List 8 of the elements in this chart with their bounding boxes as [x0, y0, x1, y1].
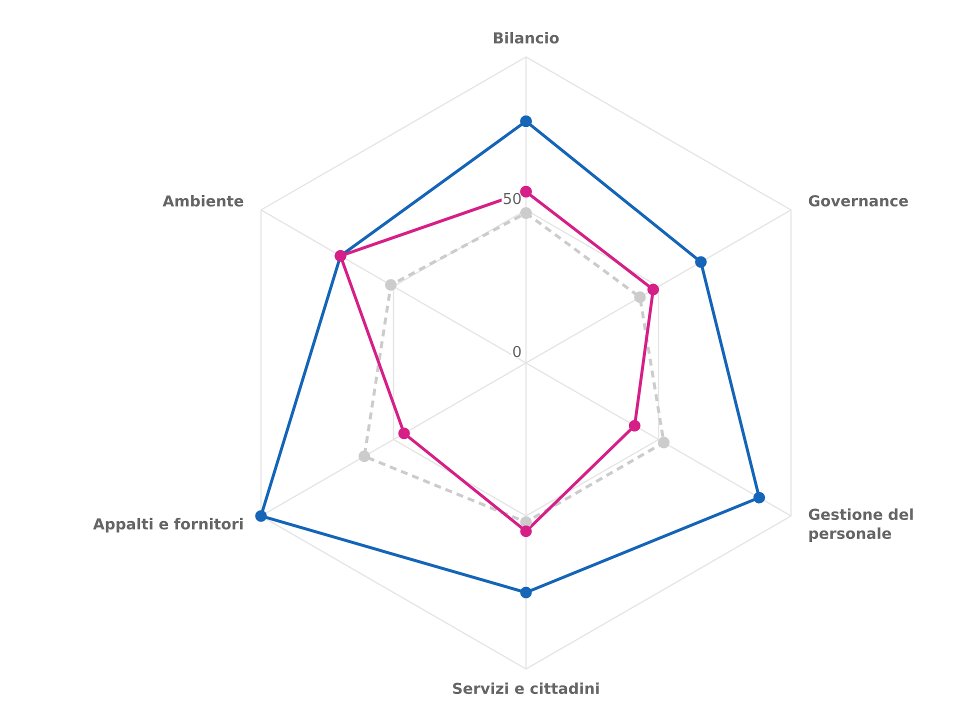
spoke-label: Ambiente	[162, 195, 244, 207]
spoke-label: Bilancio	[494, 32, 559, 44]
spoke-label: Gestione del personale	[808, 508, 913, 542]
spoke-label: Governance	[808, 195, 908, 206]
y-tick-label: 50	[504, 192, 521, 204]
y-tick-label: 0	[513, 346, 521, 358]
spoke-label: Appalti e fornitori	[93, 518, 243, 532]
spoke-label: Servizi e cittadini	[453, 682, 599, 694]
